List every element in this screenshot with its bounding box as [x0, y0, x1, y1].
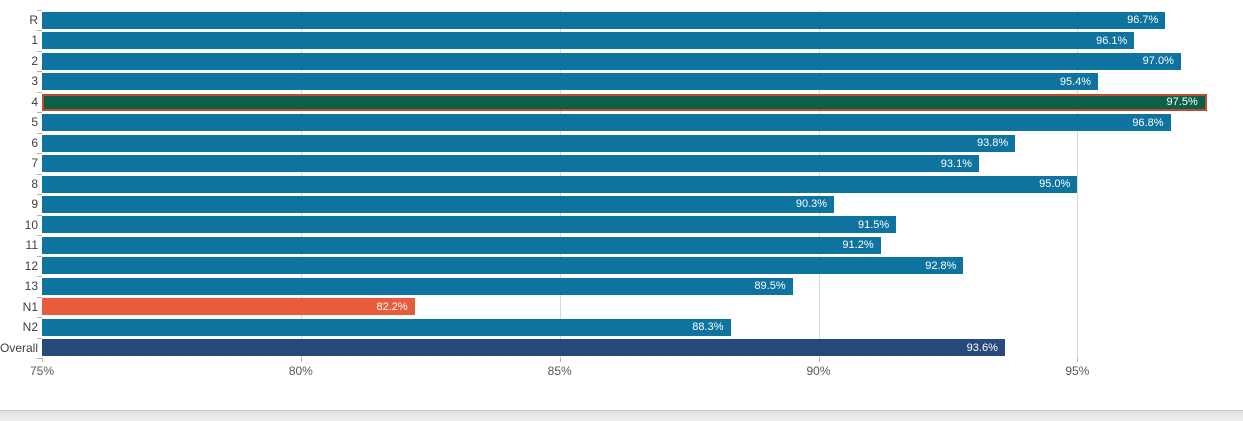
bar-value-label: 91.5% [857, 218, 890, 231]
y-axis-tick [37, 112, 42, 113]
y-axis-tick [37, 358, 42, 359]
bar-2[interactable]: 97.0% [42, 52, 1181, 70]
category-label-8: 8 [31, 176, 38, 191]
plot-area: 96.7% 96.1% 97.0% 95.4% 97.5% 96.8% 93.8% 93.1%… [42, 10, 1243, 358]
bar-R[interactable]: 96.7% [42, 11, 1166, 29]
x-axis-tick [1077, 358, 1079, 362]
bar-value-label: 93.1% [940, 157, 972, 170]
bar-value-label: 90.3% [795, 198, 828, 211]
y-axis-tick [37, 276, 42, 277]
bar-4[interactable]: 97.5% [42, 93, 1207, 111]
bar-5[interactable]: 96.8% [42, 114, 1171, 132]
bar-8[interactable]: 95.0% [42, 175, 1078, 193]
y-axis-tick [37, 133, 42, 134]
category-label-7: 7 [31, 156, 38, 171]
bar-3[interactable]: 95.4% [42, 73, 1099, 91]
y-axis-tick [37, 338, 42, 339]
category-label-9: 9 [31, 197, 38, 212]
bar-10[interactable]: 91.5% [42, 216, 897, 234]
y-axis-tick [37, 92, 42, 93]
bar-value-label: 96.8% [1132, 116, 1164, 129]
category-label-5: 5 [31, 115, 38, 130]
bar-7[interactable]: 93.1% [42, 155, 979, 173]
gridline-95 [1077, 10, 1079, 358]
x-axis-label-80: 80% [288, 364, 313, 378]
y-axis-tick [37, 194, 42, 195]
y-axis-tick [37, 174, 42, 175]
bar-13[interactable]: 89.5% [42, 277, 793, 295]
y-axis-tick [37, 10, 42, 11]
bar-Overall[interactable]: 93.6% [42, 339, 1005, 357]
x-axis-tick [42, 358, 43, 362]
bar-value-label: 95.0% [1039, 178, 1071, 190]
y-axis-tick [37, 71, 42, 72]
y-axis-tick [37, 30, 42, 31]
bar-9[interactable]: 90.3% [42, 195, 835, 213]
x-axis-label-90: 90% [806, 364, 831, 378]
bar-value-label: 96.1% [1096, 34, 1128, 47]
bar-value-label: 95.4% [1059, 75, 1092, 88]
x-axis-tick [300, 358, 302, 362]
bar-value-label: 96.7% [1127, 14, 1159, 27]
bar-value-label: 91.2% [842, 239, 874, 252]
category-label-6: 6 [31, 135, 38, 150]
category-label-4: 4 [31, 94, 38, 109]
bar-6[interactable]: 93.8% [42, 134, 1016, 152]
y-axis-tick [37, 256, 42, 257]
y-axis-tick [37, 317, 42, 318]
category-label-N2: N2 [22, 320, 38, 335]
category-label-12: 12 [24, 258, 38, 273]
bar-value-label: 93.6% [966, 341, 998, 354]
category-label-3: 3 [31, 74, 38, 89]
bar-value-label: 89.5% [754, 280, 786, 293]
bar-value-label: 92.8% [925, 259, 957, 272]
bar-value-label: 88.3% [692, 321, 724, 334]
y-axis-tick [37, 51, 42, 52]
category-label-10: 10 [24, 217, 38, 232]
x-axis-label-75: 75% [29, 364, 55, 378]
x-axis-tick [559, 358, 561, 362]
y-axis-tick [37, 215, 42, 216]
x-axis-tick [818, 358, 820, 362]
x-axis-label-95: 95% [1065, 364, 1090, 378]
bar-1[interactable]: 96.1% [42, 32, 1135, 50]
x-axis-label-85: 85% [547, 364, 572, 378]
bar-N1[interactable]: 82.2% [42, 298, 415, 316]
bar-value-label: 97.0% [1142, 55, 1174, 68]
category-label-1: 1 [31, 33, 38, 48]
category-label-2: 2 [31, 53, 38, 68]
bar-12[interactable]: 92.8% [42, 257, 964, 275]
bar-N2[interactable]: 88.3% [42, 318, 731, 336]
category-label-13: 13 [24, 279, 38, 294]
horizontal-scrollbar[interactable] [0, 410, 1243, 421]
category-label-Overall: Overall [0, 340, 39, 355]
y-axis-tick [37, 235, 42, 236]
category-label-11: 11 [25, 238, 38, 253]
bar-value-label: 97.5% [1166, 96, 1198, 109]
category-label-R: R [29, 13, 38, 27]
category-label-N1: N1 [22, 299, 38, 314]
bar-11[interactable]: 91.2% [42, 236, 881, 254]
y-axis-tick [37, 153, 42, 154]
bar-value-label: 82.2% [376, 300, 408, 313]
y-axis-tick [37, 297, 42, 298]
bar-value-label: 93.8% [977, 137, 1009, 150]
